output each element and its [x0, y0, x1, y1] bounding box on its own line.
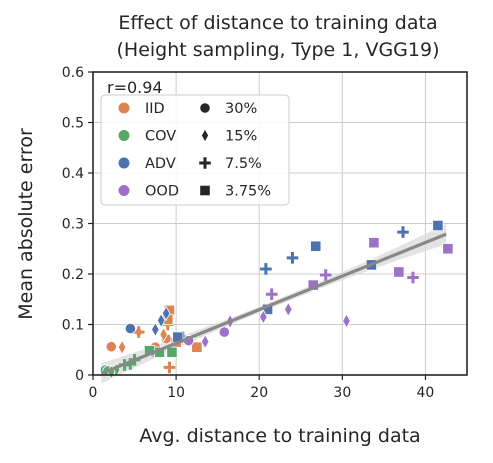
- legend-label-sampling: 15%: [225, 129, 257, 145]
- legend-items: IID COV ADV OOD 30% 15% 7.5% 3.75%: [118, 101, 271, 200]
- y-tick-label: 0.1: [62, 318, 84, 334]
- legend: IID COV ADV OOD 30% 15% 7.5% 3.75%: [100, 94, 290, 206]
- x-tick-label: 30: [333, 385, 351, 401]
- legend-label-sampling: 30%: [225, 101, 257, 117]
- data-point-ood-diamond: [200, 334, 210, 350]
- data-point-ood-square: [393, 266, 405, 278]
- legend-swatch-iid: [118, 102, 130, 114]
- data-point-ood-circle: [218, 326, 230, 338]
- legend-swatch-cov: [118, 130, 130, 141]
- regression-line: [100, 232, 447, 375]
- legend-label-cov: COV: [145, 129, 176, 145]
- data-point-adv-plus: [260, 263, 272, 275]
- correlation-annotation: r=0.94: [107, 78, 163, 97]
- data-point-ood-diamond: [284, 301, 293, 317]
- y-tick-label: 0.5: [62, 116, 84, 132]
- legend-label-ood: OOD: [145, 184, 179, 200]
- chart-subtitle: (Height sampling, Type 1, VGG19): [117, 39, 440, 61]
- y-tick-label: 0.2: [62, 267, 84, 283]
- y-tick-label: 0.6: [62, 65, 84, 81]
- data-point-adv-square: [310, 240, 322, 252]
- legend-label-iid: IID: [145, 101, 165, 117]
- data-point-ood-plus: [407, 271, 419, 284]
- y-tick-label: 0.4: [62, 166, 84, 182]
- data-point-adv-square: [432, 219, 444, 232]
- data-point-iid-plus: [163, 361, 176, 374]
- legend-swatch-ood: [118, 185, 130, 196]
- y-axis-label: Mean absolute error: [15, 128, 37, 320]
- legend-marker-diamond: [200, 128, 210, 143]
- y-tick-label: 0.3: [62, 217, 84, 233]
- legend-marker-plus: [199, 157, 211, 169]
- data-point-iid-circle: [105, 341, 117, 353]
- data-point-ood-plus: [265, 288, 278, 300]
- data-point-adv-circle: [124, 322, 136, 335]
- x-axis-label: Avg. distance to training data: [139, 425, 420, 447]
- data-point-ood-square: [442, 243, 454, 255]
- legend-label-sampling: 3.75%: [225, 184, 271, 200]
- regression-line-path: [100, 232, 447, 375]
- legend-swatch-adv: [118, 157, 130, 169]
- data-point-ood-plus: [319, 269, 332, 281]
- data-point-adv-plus: [286, 252, 299, 264]
- legend-label-sampling: 7.5%: [225, 156, 262, 172]
- legend-box: [100, 94, 290, 206]
- x-tick-label: 0: [89, 385, 98, 401]
- data-point-iid-plus: [132, 326, 145, 338]
- data-point-iid-diamond: [159, 326, 168, 343]
- data-point-ood-diamond: [342, 313, 351, 329]
- data-point-iid-square: [191, 341, 203, 353]
- data-point-cov-square: [166, 346, 178, 358]
- x-tick-label: 10: [167, 385, 185, 401]
- x-axis-ticks: 0 10 20 30 40: [89, 375, 435, 401]
- data-point-iid-diamond: [117, 339, 127, 355]
- data-point-ood-diamond: [259, 309, 268, 325]
- legend-label-adv: ADV: [145, 156, 176, 172]
- legend-marker-circle: [199, 102, 211, 114]
- y-axis-ticks: 0 0.1 0.2 0.3 0.4 0.5 0.6: [62, 65, 93, 384]
- y-tick-label: 0: [75, 368, 84, 384]
- x-tick-label: 40: [417, 385, 435, 401]
- x-tick-label: 20: [250, 385, 268, 401]
- data-point-ood-square: [368, 237, 380, 249]
- data-point-adv-diamond: [151, 321, 160, 338]
- data-point-adv-diamond: [161, 305, 171, 322]
- legend-marker-square: [199, 184, 211, 197]
- chart-title: Effect of distance to training data: [118, 12, 437, 34]
- data-point-adv-diamond: [156, 312, 166, 329]
- data-point-adv-plus: [397, 226, 409, 238]
